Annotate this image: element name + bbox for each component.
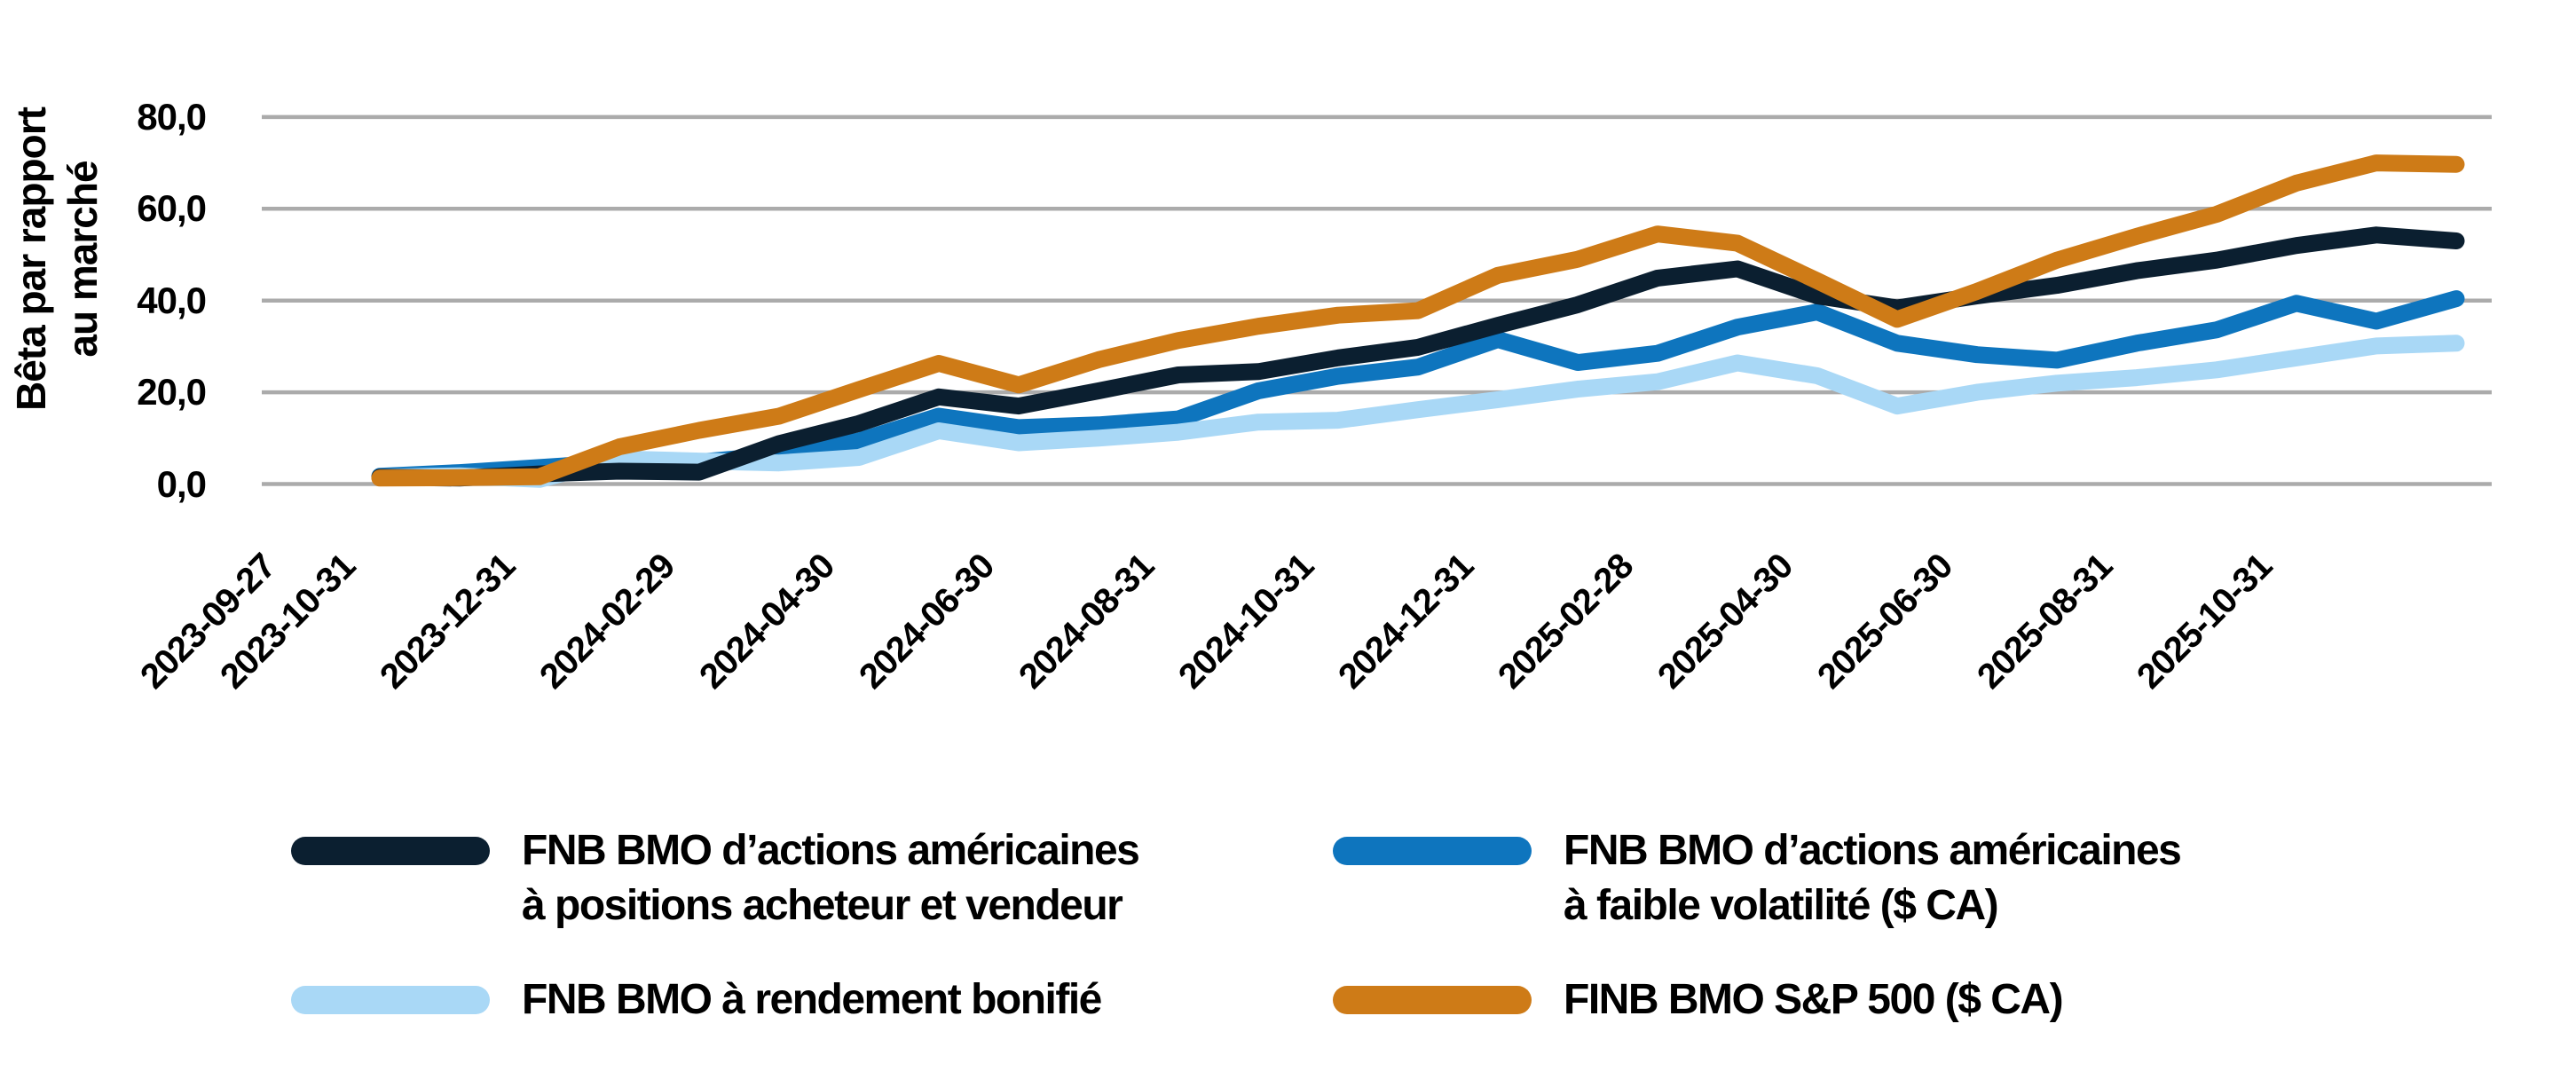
legend-item-rendement-bonifie: FNB BMO à rendement bonifié [291,973,1102,1028]
series-line-orange [371,154,2465,487]
legend-swatch-navy [291,837,490,865]
legend-swatch-light-blue [291,986,490,1014]
legend-label: FINB BMO S&P 500 ($ CA) [1564,976,2064,1023]
y-tick-label: 0,0 [156,462,207,505]
legend-item-faible-volatilite: FNB BMO d’actions américaines à faible v… [1333,823,2182,933]
legend-swatch-blue [1333,837,1532,865]
series-line-navy [371,226,2465,487]
legend-label: FNB BMO d’actions américaines [522,827,1140,874]
legend-item-sp500: FINB BMO S&P 500 ($ CA) [1333,973,2064,1028]
y-axis-title: Bêta par rapport au marché [5,0,115,525]
y-tick-label: 60,0 [137,187,207,230]
y-tick-label: 20,0 [137,371,207,413]
legend-label: à positions acheteur et vendeur [522,882,1123,929]
legend-item-long-short: FNB BMO d’actions américaines à position… [291,823,1140,933]
y-tick-label: 80,0 [137,95,207,138]
plot-area [262,114,2492,488]
y-tick-label: 40,0 [137,279,207,321]
legend-label: FNB BMO à rendement bonifié [522,976,1102,1023]
legend-swatch-orange [1333,986,1532,1014]
y-axis-title-line2: au marché [59,161,106,358]
y-axis-title-line1: Bêta par rapport [8,107,54,411]
series-line-blue [371,290,2465,485]
legend-label: FNB BMO d’actions américaines [1564,827,2182,874]
legend-label: à faible volatilité ($ CA) [1564,882,1999,929]
